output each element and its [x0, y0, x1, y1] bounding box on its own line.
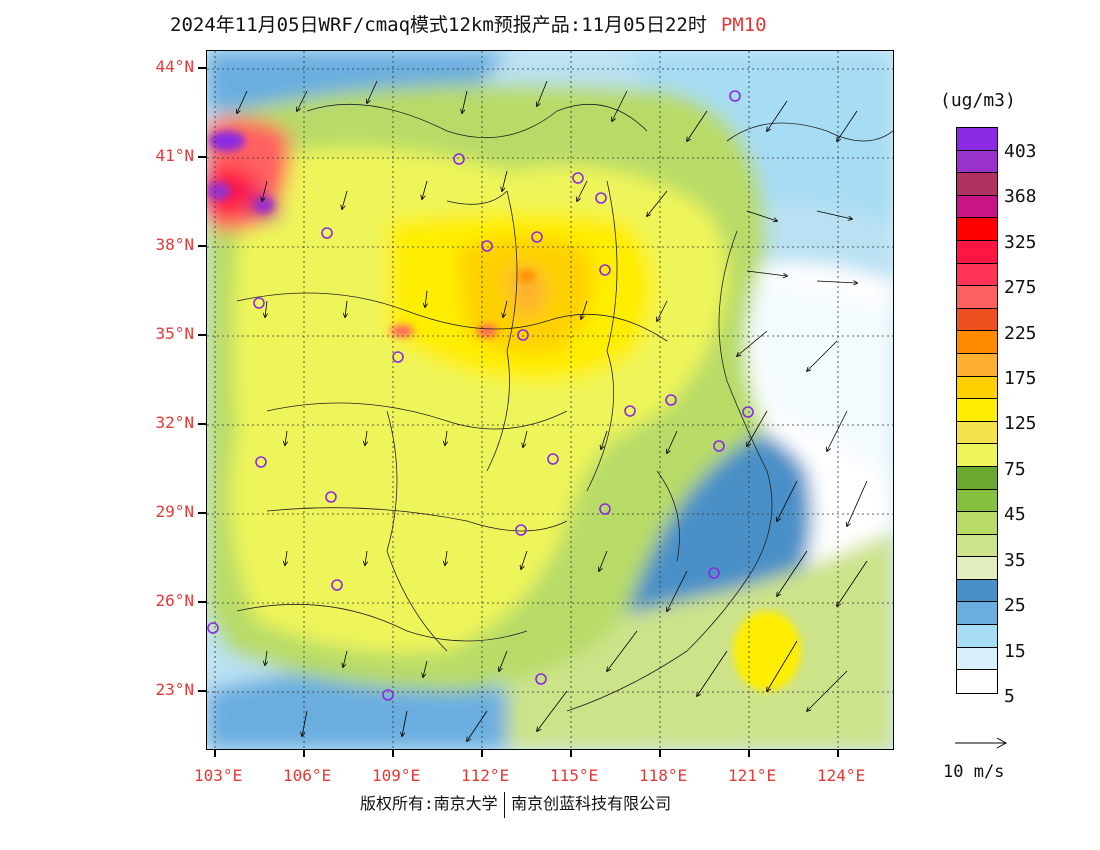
- lon-tick: [659, 749, 661, 757]
- legend-label: 125: [1004, 413, 1037, 434]
- lat-label-35: 35°N: [155, 324, 194, 343]
- legend-label: 5: [1004, 686, 1015, 707]
- legend-swatch-4: [957, 218, 997, 241]
- legend-swatch-18: [957, 534, 997, 558]
- legend-label: 325: [1004, 232, 1037, 253]
- concentration-detail: [207, 131, 801, 691]
- legend-swatch-7: [957, 286, 997, 309]
- legend-label: 368: [1004, 186, 1037, 207]
- lon-tick: [214, 749, 216, 757]
- legend-swatch-16: [957, 489, 997, 513]
- lon-tick: [837, 749, 839, 757]
- legend-label: 15: [1004, 641, 1026, 662]
- lat-label-44: 44°N: [155, 57, 194, 76]
- legend-swatch-2: [957, 173, 997, 196]
- legend-label: 45: [1004, 504, 1026, 525]
- wind-field: [237, 80, 868, 741]
- lat-tick: [198, 690, 206, 692]
- legend-swatch-3: [957, 195, 997, 219]
- legend-swatch-24: [957, 670, 997, 693]
- legend-swatch-20: [957, 579, 997, 603]
- map-canvas: [207, 51, 893, 749]
- lon-tick: [748, 749, 750, 757]
- lat-tick: [198, 423, 206, 425]
- legend-swatch-1: [957, 150, 997, 174]
- legend-swatch-14: [957, 444, 997, 467]
- legend-label: 225: [1004, 323, 1037, 344]
- legend-swatch-9: [957, 331, 997, 354]
- lon-label-115: 115°E: [550, 766, 599, 785]
- legend-swatch-13: [957, 421, 997, 445]
- legend-swatch-5: [957, 240, 997, 264]
- lat-tick: [198, 512, 206, 514]
- copyright-divider: [503, 791, 506, 818]
- boundaries: [236, 103, 893, 712]
- lat-tick: [198, 245, 206, 247]
- legend-swatch-23: [957, 647, 997, 671]
- lon-tick: [392, 749, 394, 757]
- legend-swatch-10: [957, 353, 997, 377]
- legend-swatch-11: [957, 376, 997, 400]
- legend-swatch-8: [957, 308, 997, 332]
- legend-label: 25: [1004, 595, 1026, 616]
- lon-tick: [481, 749, 483, 757]
- legend-label: 403: [1004, 141, 1037, 162]
- lat-tick: [198, 601, 206, 603]
- lat-tick: [198, 334, 206, 336]
- lon-tick: [303, 749, 305, 757]
- lon-label-124: 124°E: [817, 766, 866, 785]
- lat-label-26: 26°N: [155, 591, 194, 610]
- copyright-company: 南京创蓝科技有限公司: [511, 794, 672, 813]
- legend-swatch-21: [957, 602, 997, 626]
- legend-label: 75: [1004, 459, 1026, 480]
- legend-label: 35: [1004, 550, 1026, 571]
- lon-label-103: 103°E: [194, 766, 243, 785]
- title-pollutant: PM10: [720, 14, 767, 36]
- lon-label-121: 121°E: [728, 766, 777, 785]
- copyright-owner: 版权所有:南京大学: [360, 794, 498, 813]
- wind-reference-label: 10 m/s: [943, 762, 1005, 782]
- map-title: 2024年11月05日WRF/cmaq模式12km预报产品:11月05日22时 P…: [170, 10, 767, 37]
- lat-label-32: 32°N: [155, 413, 194, 432]
- lon-label-112: 112°E: [461, 766, 510, 785]
- lon-label-118: 118°E: [639, 766, 688, 785]
- legend-swatch-22: [957, 625, 997, 648]
- lat-label-29: 29°N: [155, 502, 194, 521]
- lat-tick: [198, 67, 206, 69]
- legend-swatch-19: [957, 557, 997, 580]
- lon-label-109: 109°E: [372, 766, 421, 785]
- legend-swatch-12: [957, 399, 997, 422]
- title-main: 2024年11月05日WRF/cmaq模式12km预报产品:11月05日22时: [170, 14, 707, 36]
- lat-tick: [198, 156, 206, 158]
- legend-label: 275: [1004, 277, 1037, 298]
- legend-label: 175: [1004, 368, 1037, 389]
- lat-label-41: 41°N: [155, 146, 194, 165]
- legend-swatch-15: [957, 466, 997, 490]
- legend-swatch-0: [957, 128, 997, 151]
- color-legend: [956, 127, 998, 694]
- pollution-map: [206, 50, 894, 750]
- legend-unit: (ug/m3): [940, 90, 1016, 111]
- city-markers: [207, 90, 754, 701]
- lat-label-23: 23°N: [155, 680, 194, 699]
- lon-label-106: 106°E: [283, 766, 332, 785]
- concentration-field: [207, 51, 893, 749]
- legend-swatch-17: [957, 512, 997, 535]
- lat-label-38: 38°N: [155, 235, 194, 254]
- lon-tick: [570, 749, 572, 757]
- wind-reference-arrow: [955, 737, 1008, 749]
- legend-swatch-6: [957, 263, 997, 287]
- copyright: 版权所有:南京大学 南京创蓝科技有限公司: [360, 790, 671, 818]
